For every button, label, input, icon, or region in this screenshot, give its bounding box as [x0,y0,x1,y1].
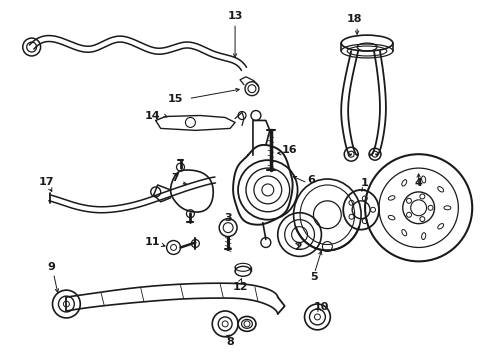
Text: 5: 5 [311,272,319,282]
Text: 16: 16 [282,145,297,155]
Text: 12: 12 [232,282,248,292]
Text: 6: 6 [308,175,316,185]
Text: 11: 11 [145,237,160,247]
Text: 13: 13 [227,11,243,21]
Text: 15: 15 [168,94,183,104]
Text: 17: 17 [39,177,54,187]
Text: 10: 10 [314,302,329,312]
Text: 14: 14 [145,111,161,121]
Text: 2: 2 [294,243,301,252]
Text: 7: 7 [172,173,179,183]
Text: 8: 8 [226,337,234,347]
Text: 3: 3 [224,213,232,223]
Text: 1: 1 [360,178,368,188]
Text: 9: 9 [48,262,55,272]
Text: 4: 4 [415,178,422,188]
Text: 18: 18 [346,14,362,24]
